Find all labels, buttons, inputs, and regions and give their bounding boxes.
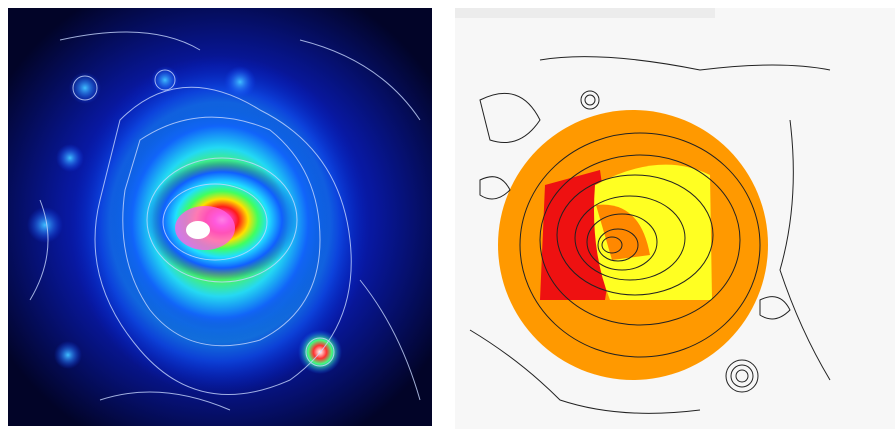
- page: [0, 0, 895, 429]
- image-pair: [0, 0, 895, 429]
- xray-image: [8, 8, 432, 426]
- contour-map: [455, 8, 895, 429]
